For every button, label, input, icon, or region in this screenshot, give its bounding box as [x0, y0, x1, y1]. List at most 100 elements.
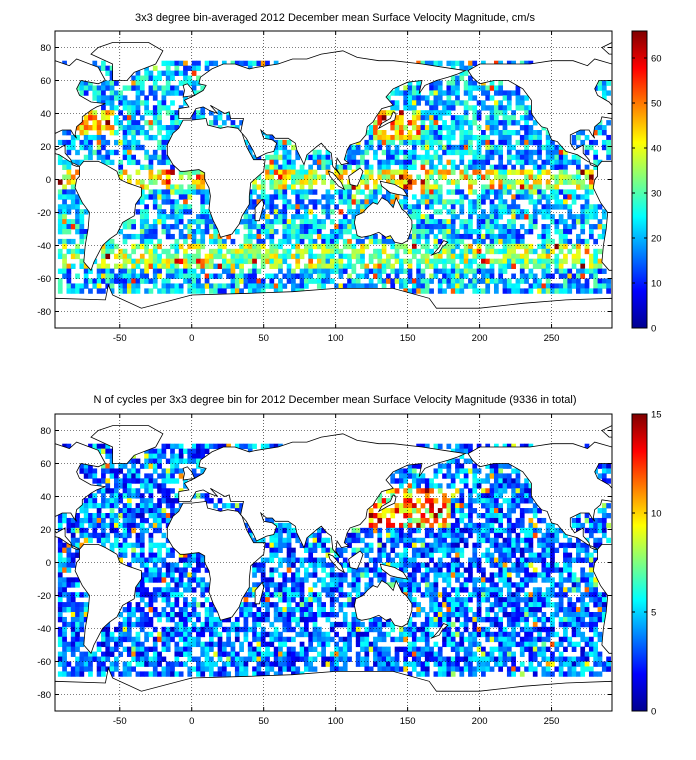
- heatmap-bin: [498, 268, 504, 274]
- heatmap-bin: [472, 164, 478, 170]
- heatmap-bin: [468, 209, 473, 215]
- heatmap-bin: [157, 159, 162, 166]
- heatmap-bin: [394, 508, 400, 514]
- heatmap-bin: [144, 273, 149, 279]
- heatmap-bin: [295, 179, 301, 185]
- heatmap-bin: [472, 189, 478, 195]
- heatmap-bin: [165, 125, 171, 131]
- heatmap-bin: [558, 214, 564, 220]
- heatmap-bin: [485, 105, 491, 111]
- heatmap-bin: [299, 229, 305, 235]
- heatmap-bin: [532, 503, 538, 509]
- heatmap-bin: [550, 537, 555, 544]
- heatmap-bin: [463, 478, 469, 484]
- heatmap-bin: [157, 542, 162, 549]
- heatmap-bin: [291, 582, 296, 588]
- heatmap-bin: [131, 233, 136, 240]
- heatmap-bin: [351, 194, 357, 200]
- heatmap-bin: [139, 478, 145, 484]
- heatmap-bin: [455, 567, 460, 573]
- heatmap-bin: [152, 562, 158, 568]
- heatmap-bin: [519, 278, 525, 284]
- heatmap-bin: [511, 602, 516, 608]
- heatmap-bin: [321, 542, 326, 549]
- heatmap-bin: [75, 209, 80, 215]
- heatmap-bin: [416, 463, 421, 469]
- heatmap-bin: [105, 268, 111, 274]
- heatmap-bin: [403, 169, 409, 175]
- heatmap-bin: [269, 547, 275, 553]
- heatmap-bin: [88, 537, 93, 544]
- heatmap-bin: [148, 179, 154, 185]
- heatmap-bin: [256, 253, 262, 260]
- heatmap-bin: [360, 572, 365, 578]
- heatmap-bin: [118, 159, 124, 166]
- heatmap-bin: [537, 179, 542, 185]
- heatmap-bin: [152, 453, 158, 459]
- heatmap-bin: [433, 577, 439, 583]
- heatmap-bin: [481, 199, 486, 205]
- heatmap-bin: [101, 258, 106, 265]
- heatmap-bin: [200, 209, 206, 215]
- heatmap-bin: [506, 253, 512, 260]
- heatmap-bin: [282, 273, 288, 279]
- heatmap-bin: [269, 229, 275, 235]
- heatmap-bin: [312, 268, 318, 274]
- heatmap-bin: [178, 552, 184, 558]
- heatmap-bin: [601, 463, 607, 469]
- heatmap-bin: [498, 493, 504, 499]
- heatmap-bin: [450, 557, 456, 563]
- heatmap-bin: [502, 542, 508, 549]
- heatmap-bin: [269, 557, 275, 563]
- heatmap-bin: [161, 542, 167, 549]
- heatmap-bin: [424, 214, 430, 220]
- heatmap-bin: [407, 483, 413, 489]
- heatmap-bin: [554, 537, 560, 544]
- heatmap-bin: [576, 522, 581, 529]
- heatmap-bin: [334, 233, 339, 240]
- heatmap-bin: [57, 537, 63, 544]
- heatmap-bin: [593, 253, 599, 260]
- heatmap-bin: [178, 448, 184, 454]
- heatmap-bin: [528, 572, 534, 578]
- heatmap-bin: [584, 268, 590, 274]
- heatmap-bin: [407, 577, 413, 583]
- heatmap-bin: [243, 139, 249, 146]
- heatmap-bin: [131, 278, 136, 284]
- heatmap-bin: [416, 607, 421, 613]
- heatmap-bin: [213, 229, 219, 235]
- heatmap-bin: [360, 273, 365, 279]
- heatmap-bin: [351, 283, 357, 289]
- heatmap-bin: [463, 602, 469, 608]
- heatmap-bin: [234, 283, 240, 289]
- heatmap-bin: [152, 80, 158, 86]
- heatmap-bin: [170, 258, 175, 265]
- heatmap-bin: [498, 85, 504, 91]
- heatmap-bin: [489, 243, 495, 250]
- heatmap-bin: [178, 233, 184, 240]
- heatmap-bin: [433, 95, 439, 101]
- heatmap-bin: [278, 219, 283, 225]
- heatmap-bin: [558, 577, 564, 583]
- heatmap-bin: [541, 233, 547, 240]
- heatmap-bin: [472, 463, 478, 469]
- heatmap-bin: [157, 453, 162, 459]
- heatmap-bin: [260, 224, 266, 230]
- heatmap-bin: [481, 139, 486, 146]
- heatmap-bin: [139, 229, 145, 235]
- heatmap-bin: [459, 174, 465, 180]
- heatmap-bin: [407, 248, 413, 255]
- heatmap-bin: [493, 258, 499, 265]
- heatmap-bin: [597, 537, 603, 544]
- heatmap-bin: [83, 233, 89, 240]
- heatmap-bin: [170, 607, 175, 613]
- heatmap-bin: [485, 243, 491, 250]
- heatmap-bin: [515, 582, 521, 588]
- heatmap-bin: [407, 184, 413, 190]
- heatmap-bin: [532, 224, 538, 230]
- heatmap-bin: [455, 517, 460, 524]
- heatmap-bin: [580, 204, 586, 210]
- heatmap-bin: [597, 542, 603, 549]
- heatmap-bin: [312, 562, 318, 568]
- heatmap-bin: [468, 283, 473, 289]
